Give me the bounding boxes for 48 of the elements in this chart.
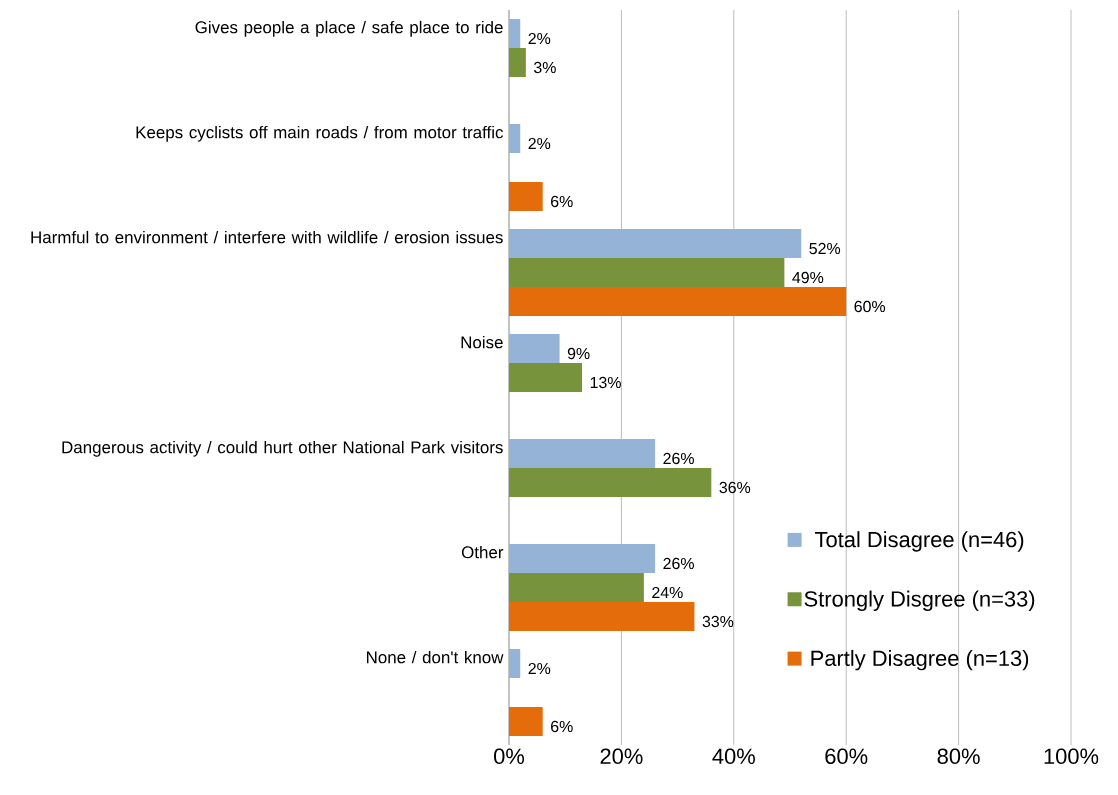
y-tick-label: Other [461,545,504,559]
x-tick-label: 20% [600,748,643,765]
x-tick-label: 60% [825,748,868,765]
bar [509,229,802,258]
y-tick-label: Keeps cyclists off main roads / from motor traffic [136,125,504,142]
data-label: 36% [719,481,751,494]
legend-label: Partly Disagree (n=13) [811,649,1029,671]
data-label: 6% [551,195,573,208]
bar [509,124,521,153]
data-label: 2% [528,32,551,45]
x-tick-label: 80% [937,748,980,765]
legend-label: Total Disagree (n=46) [815,531,1024,552]
x-tick-label: 100% [1044,748,1099,765]
bar [509,649,521,678]
legend-label: Strongly Disgree (n=33) [804,590,1035,611]
data-label: 3% [533,61,556,74]
y-tick-label: Noise [461,335,503,349]
bar [509,258,785,287]
data-label: 26% [663,452,694,465]
data-label: 2% [528,137,551,150]
bar [509,544,656,573]
y-tick-label: Harmful to environment / interfere with wildlife / erosion issues [31,230,503,244]
bar [509,182,543,211]
y-tick-label: None / don't know [367,650,504,664]
data-label: 49% [792,271,824,284]
data-label: 60% [854,300,886,313]
bar [509,19,521,48]
bar [509,573,644,602]
data-label: 24% [652,586,683,599]
x-tick-label: 0% [494,748,525,765]
bar [509,334,560,363]
bar [509,439,656,468]
data-label: 33% [702,615,734,628]
data-label: 9% [567,347,590,360]
y-tick-label: Dangerous activity / could hurt other National Park visitors [62,440,503,457]
data-label: 2% [528,662,551,675]
data-label: 26% [663,557,694,570]
bar [509,287,847,316]
data-label: 13% [590,376,621,389]
bar [509,602,695,631]
x-tick-label: 40% [712,748,755,765]
y-tick-label: Gives people a place / safe place to ride [195,20,503,37]
bar [509,48,526,77]
bar [509,468,712,497]
data-label: 6% [551,720,573,733]
bar [509,363,583,392]
bar [509,707,543,736]
data-label: 52% [809,242,841,255]
